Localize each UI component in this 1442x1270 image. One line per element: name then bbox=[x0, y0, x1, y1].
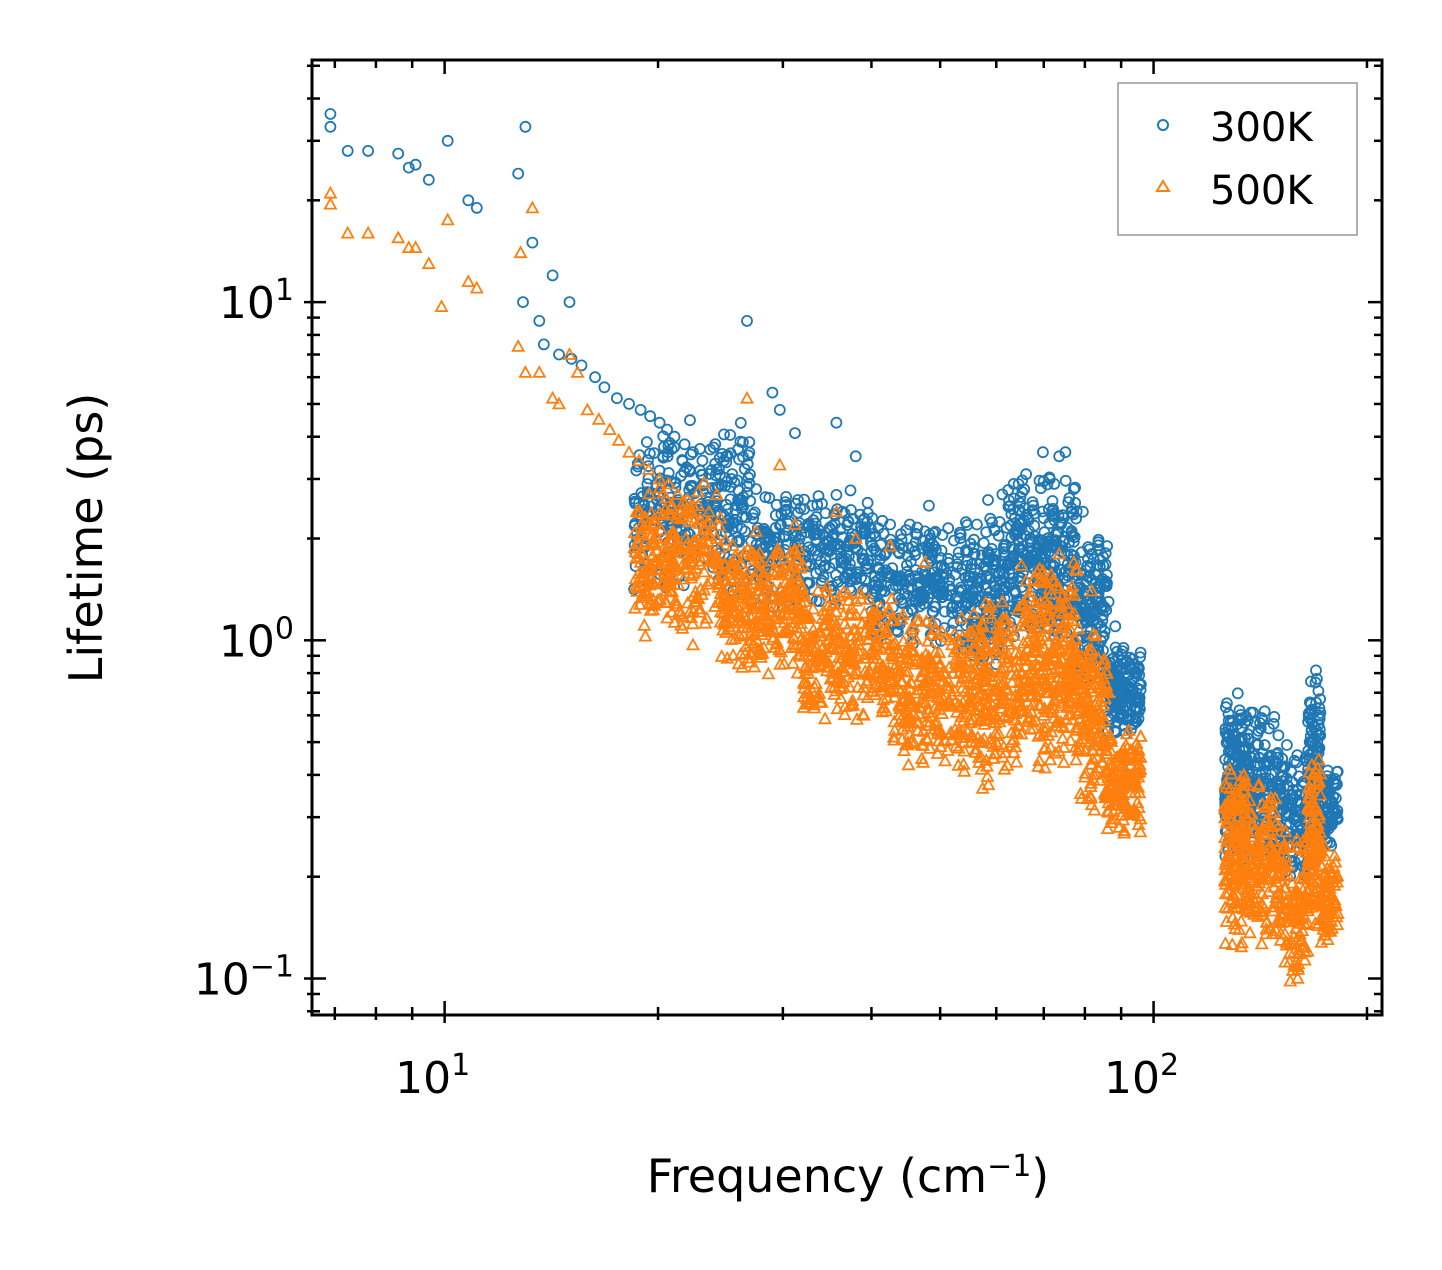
point-300k bbox=[363, 146, 373, 156]
point-500k bbox=[534, 367, 545, 377]
point-300k bbox=[719, 429, 729, 439]
x-tick-label: 102 bbox=[1104, 1048, 1179, 1104]
point-300k bbox=[943, 523, 953, 533]
points-layer bbox=[325, 109, 1343, 986]
point-300k bbox=[642, 437, 652, 447]
point-300k bbox=[736, 418, 746, 428]
point-300k bbox=[775, 405, 785, 415]
point-300k bbox=[513, 169, 523, 179]
point-500k bbox=[513, 341, 524, 351]
point-300k bbox=[742, 316, 752, 326]
point-300k bbox=[599, 382, 609, 392]
point-500k bbox=[593, 414, 604, 424]
point-500k bbox=[763, 668, 774, 678]
point-300k bbox=[590, 372, 600, 382]
point-300k bbox=[697, 456, 707, 466]
point-300k bbox=[539, 339, 549, 349]
point-300k bbox=[1282, 740, 1292, 750]
point-500k bbox=[742, 393, 753, 403]
point-500k bbox=[640, 631, 651, 641]
point-500k bbox=[436, 301, 447, 311]
point-500k bbox=[1256, 938, 1267, 948]
point-300k bbox=[1269, 712, 1279, 722]
point-300k bbox=[799, 495, 809, 505]
point-500k bbox=[639, 620, 650, 630]
point-500k bbox=[999, 764, 1010, 774]
point-500k bbox=[463, 276, 474, 286]
point-300k bbox=[534, 316, 544, 326]
point-500k bbox=[624, 447, 635, 457]
point-300k bbox=[790, 428, 800, 438]
point-300k bbox=[325, 122, 335, 132]
point-300k bbox=[1273, 730, 1283, 740]
point-500k bbox=[1244, 927, 1255, 937]
point-300k bbox=[527, 238, 537, 248]
point-300k bbox=[924, 501, 934, 511]
point-300k bbox=[554, 350, 564, 360]
point-500k bbox=[393, 232, 404, 242]
point-500k bbox=[940, 755, 951, 765]
point-300k bbox=[612, 393, 622, 403]
point-500k bbox=[520, 367, 531, 377]
point-300k bbox=[1110, 621, 1120, 631]
point-500k bbox=[342, 228, 353, 238]
point-300k bbox=[518, 297, 528, 307]
point-300k bbox=[831, 418, 841, 428]
point-500k bbox=[572, 367, 583, 377]
point-500k bbox=[325, 188, 336, 198]
point-500k bbox=[903, 759, 914, 769]
point-500k bbox=[325, 199, 336, 209]
point-500k bbox=[527, 202, 538, 212]
point-500k bbox=[515, 247, 526, 257]
point-300k bbox=[972, 520, 982, 530]
point-300k bbox=[767, 388, 777, 398]
point-500k bbox=[423, 258, 434, 268]
point-300k bbox=[680, 439, 690, 449]
point-300k bbox=[443, 136, 453, 146]
x-tick-label: 101 bbox=[395, 1048, 470, 1104]
point-300k bbox=[1038, 447, 1048, 457]
point-500k bbox=[582, 404, 593, 414]
point-300k bbox=[831, 490, 841, 500]
point-300k bbox=[685, 415, 695, 425]
point-500k bbox=[442, 214, 453, 224]
point-300k bbox=[472, 203, 482, 213]
point-300k bbox=[851, 451, 861, 461]
point-500k bbox=[820, 713, 831, 723]
point-500k bbox=[688, 639, 699, 649]
point-300k bbox=[1061, 476, 1071, 486]
point-300k bbox=[863, 498, 873, 508]
point-300k bbox=[463, 195, 473, 205]
point-300k bbox=[846, 485, 856, 495]
point-300k bbox=[565, 297, 575, 307]
point-300k bbox=[624, 399, 634, 409]
point-300k bbox=[636, 405, 646, 415]
point-300k bbox=[393, 149, 403, 159]
point-300k bbox=[424, 175, 434, 185]
point-500k bbox=[604, 424, 615, 434]
point-300k bbox=[343, 146, 353, 156]
point-300k bbox=[983, 495, 993, 505]
point-300k bbox=[645, 411, 655, 421]
point-300k bbox=[548, 270, 558, 280]
point-300k bbox=[1233, 688, 1243, 698]
point-500k bbox=[363, 228, 374, 238]
point-500k bbox=[774, 460, 785, 470]
point-300k bbox=[520, 122, 530, 132]
point-300k bbox=[325, 109, 335, 119]
point-500k bbox=[613, 435, 624, 445]
